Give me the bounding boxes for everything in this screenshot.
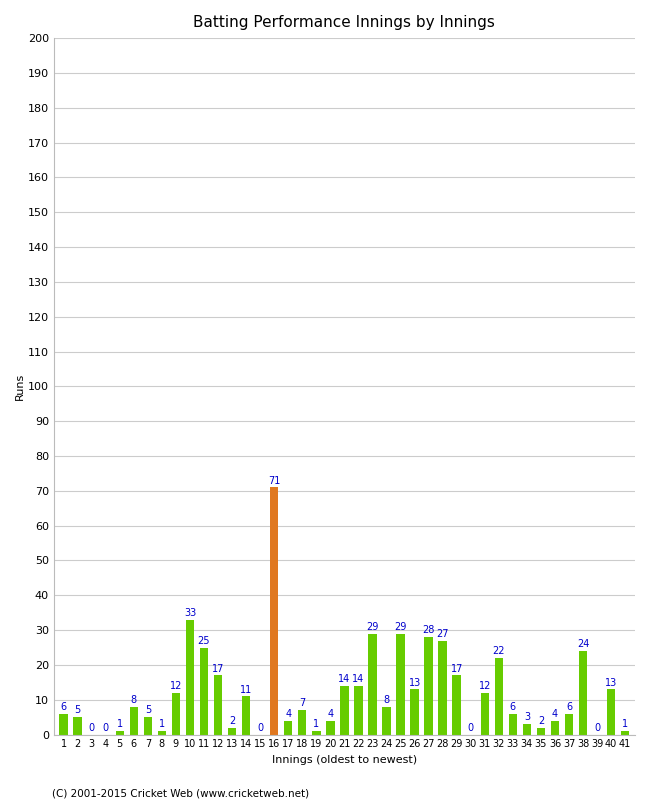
Text: 12: 12: [170, 681, 182, 691]
Text: 24: 24: [577, 639, 590, 650]
Text: 0: 0: [594, 723, 600, 733]
Bar: [158, 731, 166, 734]
Text: 8: 8: [384, 695, 389, 705]
Bar: [452, 675, 461, 734]
Bar: [354, 686, 363, 734]
Text: 4: 4: [285, 709, 291, 719]
Bar: [172, 693, 180, 734]
Text: 2: 2: [538, 716, 544, 726]
Text: 12: 12: [478, 681, 491, 691]
Text: 1: 1: [622, 719, 629, 730]
Text: 4: 4: [552, 709, 558, 719]
Bar: [186, 620, 194, 734]
Bar: [270, 487, 278, 734]
Bar: [523, 724, 531, 734]
Text: 22: 22: [493, 646, 505, 656]
Text: 17: 17: [212, 664, 224, 674]
Text: 1: 1: [117, 719, 123, 730]
Text: 3: 3: [524, 712, 530, 722]
Bar: [621, 731, 629, 734]
Text: 0: 0: [468, 723, 474, 733]
Bar: [410, 690, 419, 734]
Bar: [326, 721, 335, 734]
Bar: [382, 706, 391, 734]
Text: 14: 14: [352, 674, 365, 684]
Text: 1: 1: [159, 719, 165, 730]
Bar: [298, 710, 307, 734]
Text: 14: 14: [338, 674, 350, 684]
Text: 13: 13: [605, 678, 617, 687]
Text: 6: 6: [60, 702, 67, 712]
Bar: [312, 731, 320, 734]
Bar: [480, 693, 489, 734]
Bar: [551, 721, 559, 734]
Title: Batting Performance Innings by Innings: Batting Performance Innings by Innings: [194, 15, 495, 30]
Text: 5: 5: [145, 706, 151, 715]
Bar: [144, 717, 152, 734]
Text: 2: 2: [229, 716, 235, 726]
Text: 1: 1: [313, 719, 319, 730]
Text: (C) 2001-2015 Cricket Web (www.cricketweb.net): (C) 2001-2015 Cricket Web (www.cricketwe…: [52, 788, 309, 798]
Bar: [59, 714, 68, 734]
Bar: [200, 647, 208, 734]
Text: 6: 6: [566, 702, 572, 712]
Bar: [579, 651, 587, 734]
Bar: [284, 721, 292, 734]
Text: 11: 11: [240, 685, 252, 694]
Bar: [424, 637, 433, 734]
Bar: [242, 696, 250, 734]
Text: 0: 0: [88, 723, 95, 733]
Text: 5: 5: [75, 706, 81, 715]
X-axis label: Innings (oldest to newest): Innings (oldest to newest): [272, 755, 417, 765]
Bar: [369, 634, 376, 734]
Bar: [439, 641, 447, 734]
Bar: [214, 675, 222, 734]
Bar: [340, 686, 348, 734]
Text: 27: 27: [436, 629, 449, 639]
Bar: [129, 706, 138, 734]
Text: 7: 7: [299, 698, 305, 709]
Text: 8: 8: [131, 695, 137, 705]
Text: 13: 13: [408, 678, 421, 687]
Bar: [607, 690, 616, 734]
Bar: [396, 634, 405, 734]
Text: 28: 28: [422, 626, 435, 635]
Bar: [495, 658, 503, 734]
Text: 0: 0: [103, 723, 109, 733]
Text: 0: 0: [257, 723, 263, 733]
Bar: [73, 717, 82, 734]
Text: 25: 25: [198, 636, 210, 646]
Bar: [537, 728, 545, 734]
Y-axis label: Runs: Runs: [15, 373, 25, 400]
Text: 29: 29: [395, 622, 407, 632]
Bar: [509, 714, 517, 734]
Text: 6: 6: [510, 702, 516, 712]
Bar: [228, 728, 237, 734]
Bar: [116, 731, 124, 734]
Bar: [565, 714, 573, 734]
Text: 4: 4: [328, 709, 333, 719]
Text: 71: 71: [268, 475, 280, 486]
Text: 33: 33: [184, 608, 196, 618]
Text: 29: 29: [366, 622, 379, 632]
Text: 17: 17: [450, 664, 463, 674]
